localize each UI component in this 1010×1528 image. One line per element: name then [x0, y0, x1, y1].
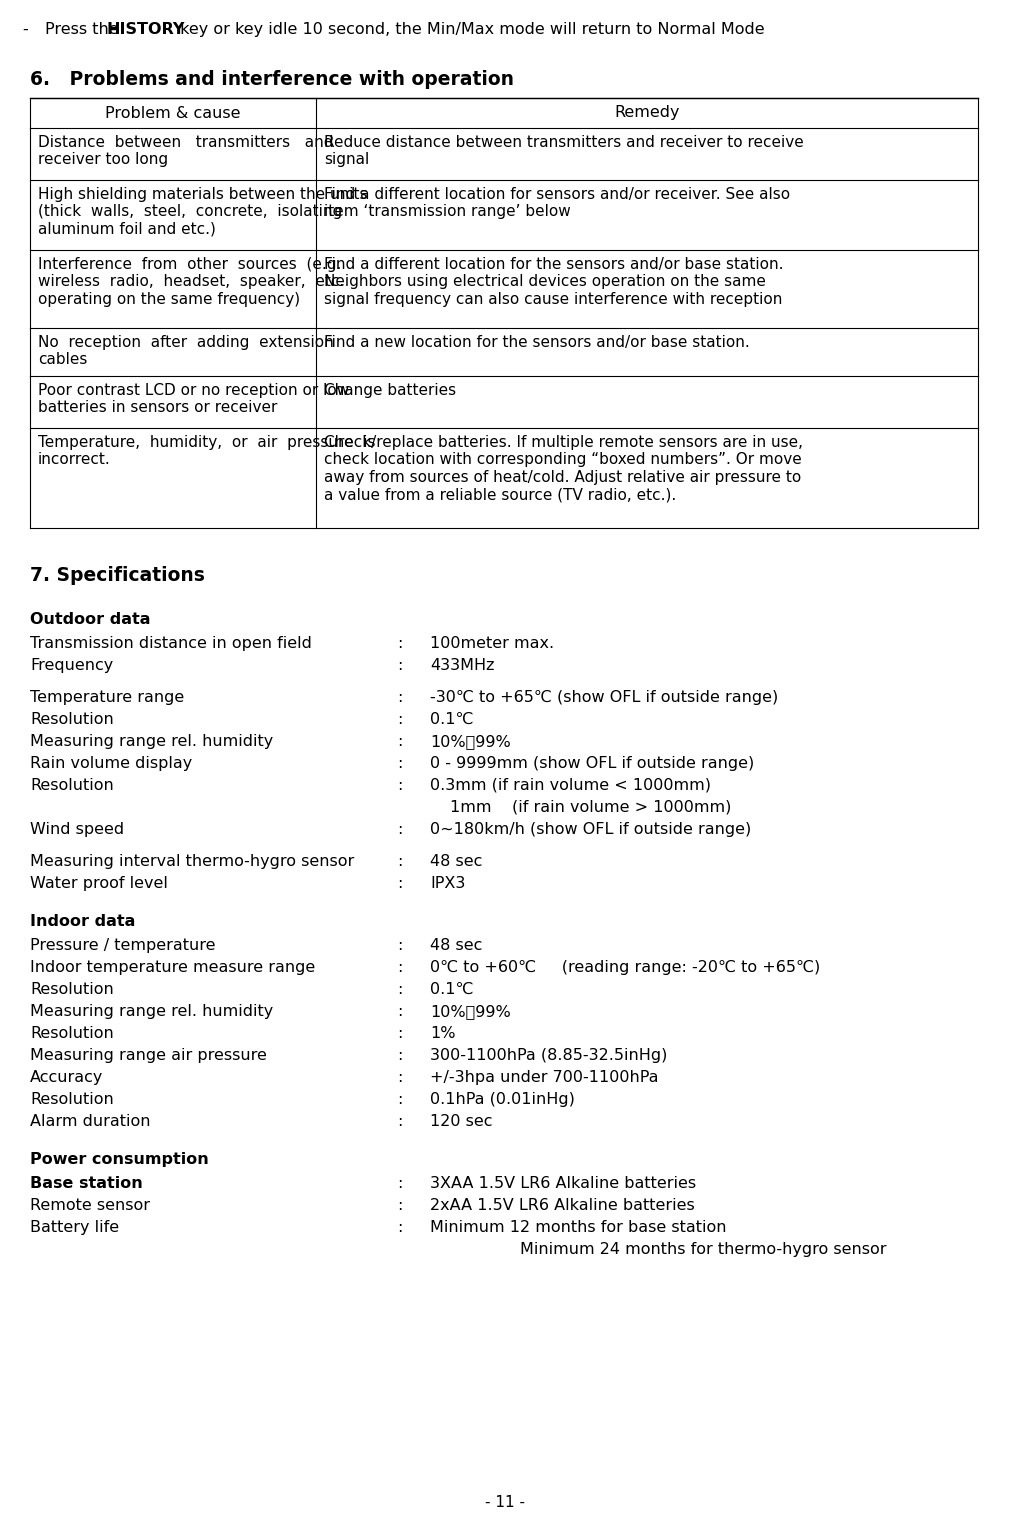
- Text: :: :: [397, 983, 403, 996]
- Text: Resolution: Resolution: [30, 1025, 114, 1041]
- Text: 3XAA 1.5V LR6 Alkaline batteries: 3XAA 1.5V LR6 Alkaline batteries: [430, 1177, 696, 1190]
- Text: Remote sensor: Remote sensor: [30, 1198, 150, 1213]
- Text: :: :: [397, 876, 403, 891]
- Text: Find a new location for the sensors and/or base station.: Find a new location for the sensors and/…: [324, 335, 750, 350]
- Text: 10%～99%: 10%～99%: [430, 1004, 511, 1019]
- Text: 0.1℃: 0.1℃: [430, 712, 474, 727]
- Text: - 11 -: - 11 -: [485, 1494, 525, 1510]
- Text: :: :: [397, 712, 403, 727]
- Text: :: :: [397, 636, 403, 651]
- Text: Measuring range rel. humidity: Measuring range rel. humidity: [30, 1004, 274, 1019]
- Text: :: :: [397, 691, 403, 704]
- Text: Temperature,  humidity,  or  air  pressure  is
incorrect.: Temperature, humidity, or air pressure i…: [38, 435, 376, 468]
- Text: key or key idle 10 second, the Min/Max mode will return to Normal Mode: key or key idle 10 second, the Min/Max m…: [175, 21, 765, 37]
- Text: Press the: Press the: [45, 21, 124, 37]
- Text: Problem & cause: Problem & cause: [105, 105, 241, 121]
- Text: :: :: [397, 938, 403, 953]
- Text: :: :: [397, 1198, 403, 1213]
- Text: +/-3hpa under 700-1100hPa: +/-3hpa under 700-1100hPa: [430, 1070, 659, 1085]
- Text: 6.   Problems and interference with operation: 6. Problems and interference with operat…: [30, 70, 514, 89]
- Text: Rain volume display: Rain volume display: [30, 756, 192, 772]
- Text: Interference  from  other  sources  (e.g.
wireless  radio,  headset,  speaker,  : Interference from other sources (e.g. wi…: [38, 257, 344, 307]
- Text: Indoor temperature measure range: Indoor temperature measure range: [30, 960, 315, 975]
- Text: :: :: [397, 778, 403, 793]
- Text: 300-1100hPa (8.85-32.5inHg): 300-1100hPa (8.85-32.5inHg): [430, 1048, 668, 1063]
- Text: Resolution: Resolution: [30, 983, 114, 996]
- Text: :: :: [397, 822, 403, 837]
- Text: 0.3mm (if rain volume < 1000mm): 0.3mm (if rain volume < 1000mm): [430, 778, 711, 793]
- Text: :: :: [397, 733, 403, 749]
- Text: Resolution: Resolution: [30, 778, 114, 793]
- Text: :: :: [397, 1025, 403, 1041]
- Text: Pressure / temperature: Pressure / temperature: [30, 938, 215, 953]
- Text: 0~180km/h (show OFL if outside range): 0~180km/h (show OFL if outside range): [430, 822, 751, 837]
- Text: Alarm duration: Alarm duration: [30, 1114, 150, 1129]
- Text: :: :: [397, 756, 403, 772]
- Text: Outdoor data: Outdoor data: [30, 613, 150, 626]
- Text: 48 sec: 48 sec: [430, 854, 483, 869]
- Text: 0.1hPa (0.01inHg): 0.1hPa (0.01inHg): [430, 1093, 575, 1106]
- Text: Minimum 12 months for base station: Minimum 12 months for base station: [430, 1219, 726, 1235]
- Text: Find a different location for the sensors and/or base station.
Neighbors using e: Find a different location for the sensor…: [324, 257, 784, 307]
- Text: Temperature range: Temperature range: [30, 691, 184, 704]
- Text: :: :: [397, 1070, 403, 1085]
- Text: HISTORY: HISTORY: [107, 21, 186, 37]
- Text: -: -: [22, 21, 27, 37]
- Text: 0℃ to +60℃     (reading range: -20℃ to +65℃): 0℃ to +60℃ (reading range: -20℃ to +65℃): [430, 960, 820, 975]
- Text: :: :: [397, 1114, 403, 1129]
- Text: 1%: 1%: [430, 1025, 456, 1041]
- Text: Battery life: Battery life: [30, 1219, 119, 1235]
- Text: Find a different location for sensors and/or receiver. See also
item ‘transmissi: Find a different location for sensors an…: [324, 186, 791, 220]
- Text: Poor contrast LCD or no reception or low
batteries in sensors or receiver: Poor contrast LCD or no reception or low…: [38, 384, 349, 416]
- Text: Remedy: Remedy: [614, 105, 680, 121]
- Text: Frequency: Frequency: [30, 659, 113, 672]
- Text: :: :: [397, 1004, 403, 1019]
- Text: 10%～99%: 10%～99%: [430, 733, 511, 749]
- Text: Check/replace batteries. If multiple remote sensors are in use,
check location w: Check/replace batteries. If multiple rem…: [324, 435, 803, 503]
- Text: Power consumption: Power consumption: [30, 1152, 209, 1167]
- Text: High shielding materials between the units
(thick  walls,  steel,  concrete,  is: High shielding materials between the uni…: [38, 186, 368, 237]
- Text: No  reception  after  adding  extension
cables: No reception after adding extension cabl…: [38, 335, 333, 367]
- Text: Measuring range air pressure: Measuring range air pressure: [30, 1048, 267, 1063]
- Text: Measuring interval thermo-hygro sensor: Measuring interval thermo-hygro sensor: [30, 854, 355, 869]
- Text: 433MHz: 433MHz: [430, 659, 495, 672]
- Text: Transmission distance in open field: Transmission distance in open field: [30, 636, 312, 651]
- Text: :: :: [397, 1093, 403, 1106]
- Text: Reduce distance between transmitters and receiver to receive
signal: Reduce distance between transmitters and…: [324, 134, 804, 168]
- Text: :: :: [397, 960, 403, 975]
- Text: :: :: [397, 1219, 403, 1235]
- Text: 1mm    (if rain volume > 1000mm): 1mm (if rain volume > 1000mm): [450, 801, 731, 814]
- Text: Resolution: Resolution: [30, 1093, 114, 1106]
- Text: Wind speed: Wind speed: [30, 822, 124, 837]
- Text: 48 sec: 48 sec: [430, 938, 483, 953]
- Text: :: :: [397, 854, 403, 869]
- Text: 2xAA 1.5V LR6 Alkaline batteries: 2xAA 1.5V LR6 Alkaline batteries: [430, 1198, 695, 1213]
- Text: :: :: [397, 1177, 403, 1190]
- Text: 0.1℃: 0.1℃: [430, 983, 474, 996]
- Text: 100meter max.: 100meter max.: [430, 636, 554, 651]
- Text: Indoor data: Indoor data: [30, 914, 135, 929]
- Text: -30℃ to +65℃ (show OFL if outside range): -30℃ to +65℃ (show OFL if outside range): [430, 691, 779, 704]
- Text: Base station: Base station: [30, 1177, 142, 1190]
- Text: 0 - 9999mm (show OFL if outside range): 0 - 9999mm (show OFL if outside range): [430, 756, 754, 772]
- Text: Measuring range rel. humidity: Measuring range rel. humidity: [30, 733, 274, 749]
- Text: :: :: [397, 1048, 403, 1063]
- Text: Resolution: Resolution: [30, 712, 114, 727]
- Text: 120 sec: 120 sec: [430, 1114, 493, 1129]
- Text: Accuracy: Accuracy: [30, 1070, 103, 1085]
- Text: Change batteries: Change batteries: [324, 384, 457, 397]
- Text: Minimum 24 months for thermo-hygro sensor: Minimum 24 months for thermo-hygro senso…: [520, 1242, 887, 1258]
- Text: 7. Specifications: 7. Specifications: [30, 565, 205, 585]
- Text: Distance  between   transmitters   and
receiver too long: Distance between transmitters and receiv…: [38, 134, 333, 168]
- Text: Water proof level: Water proof level: [30, 876, 168, 891]
- Text: IPX3: IPX3: [430, 876, 466, 891]
- Text: :: :: [397, 659, 403, 672]
